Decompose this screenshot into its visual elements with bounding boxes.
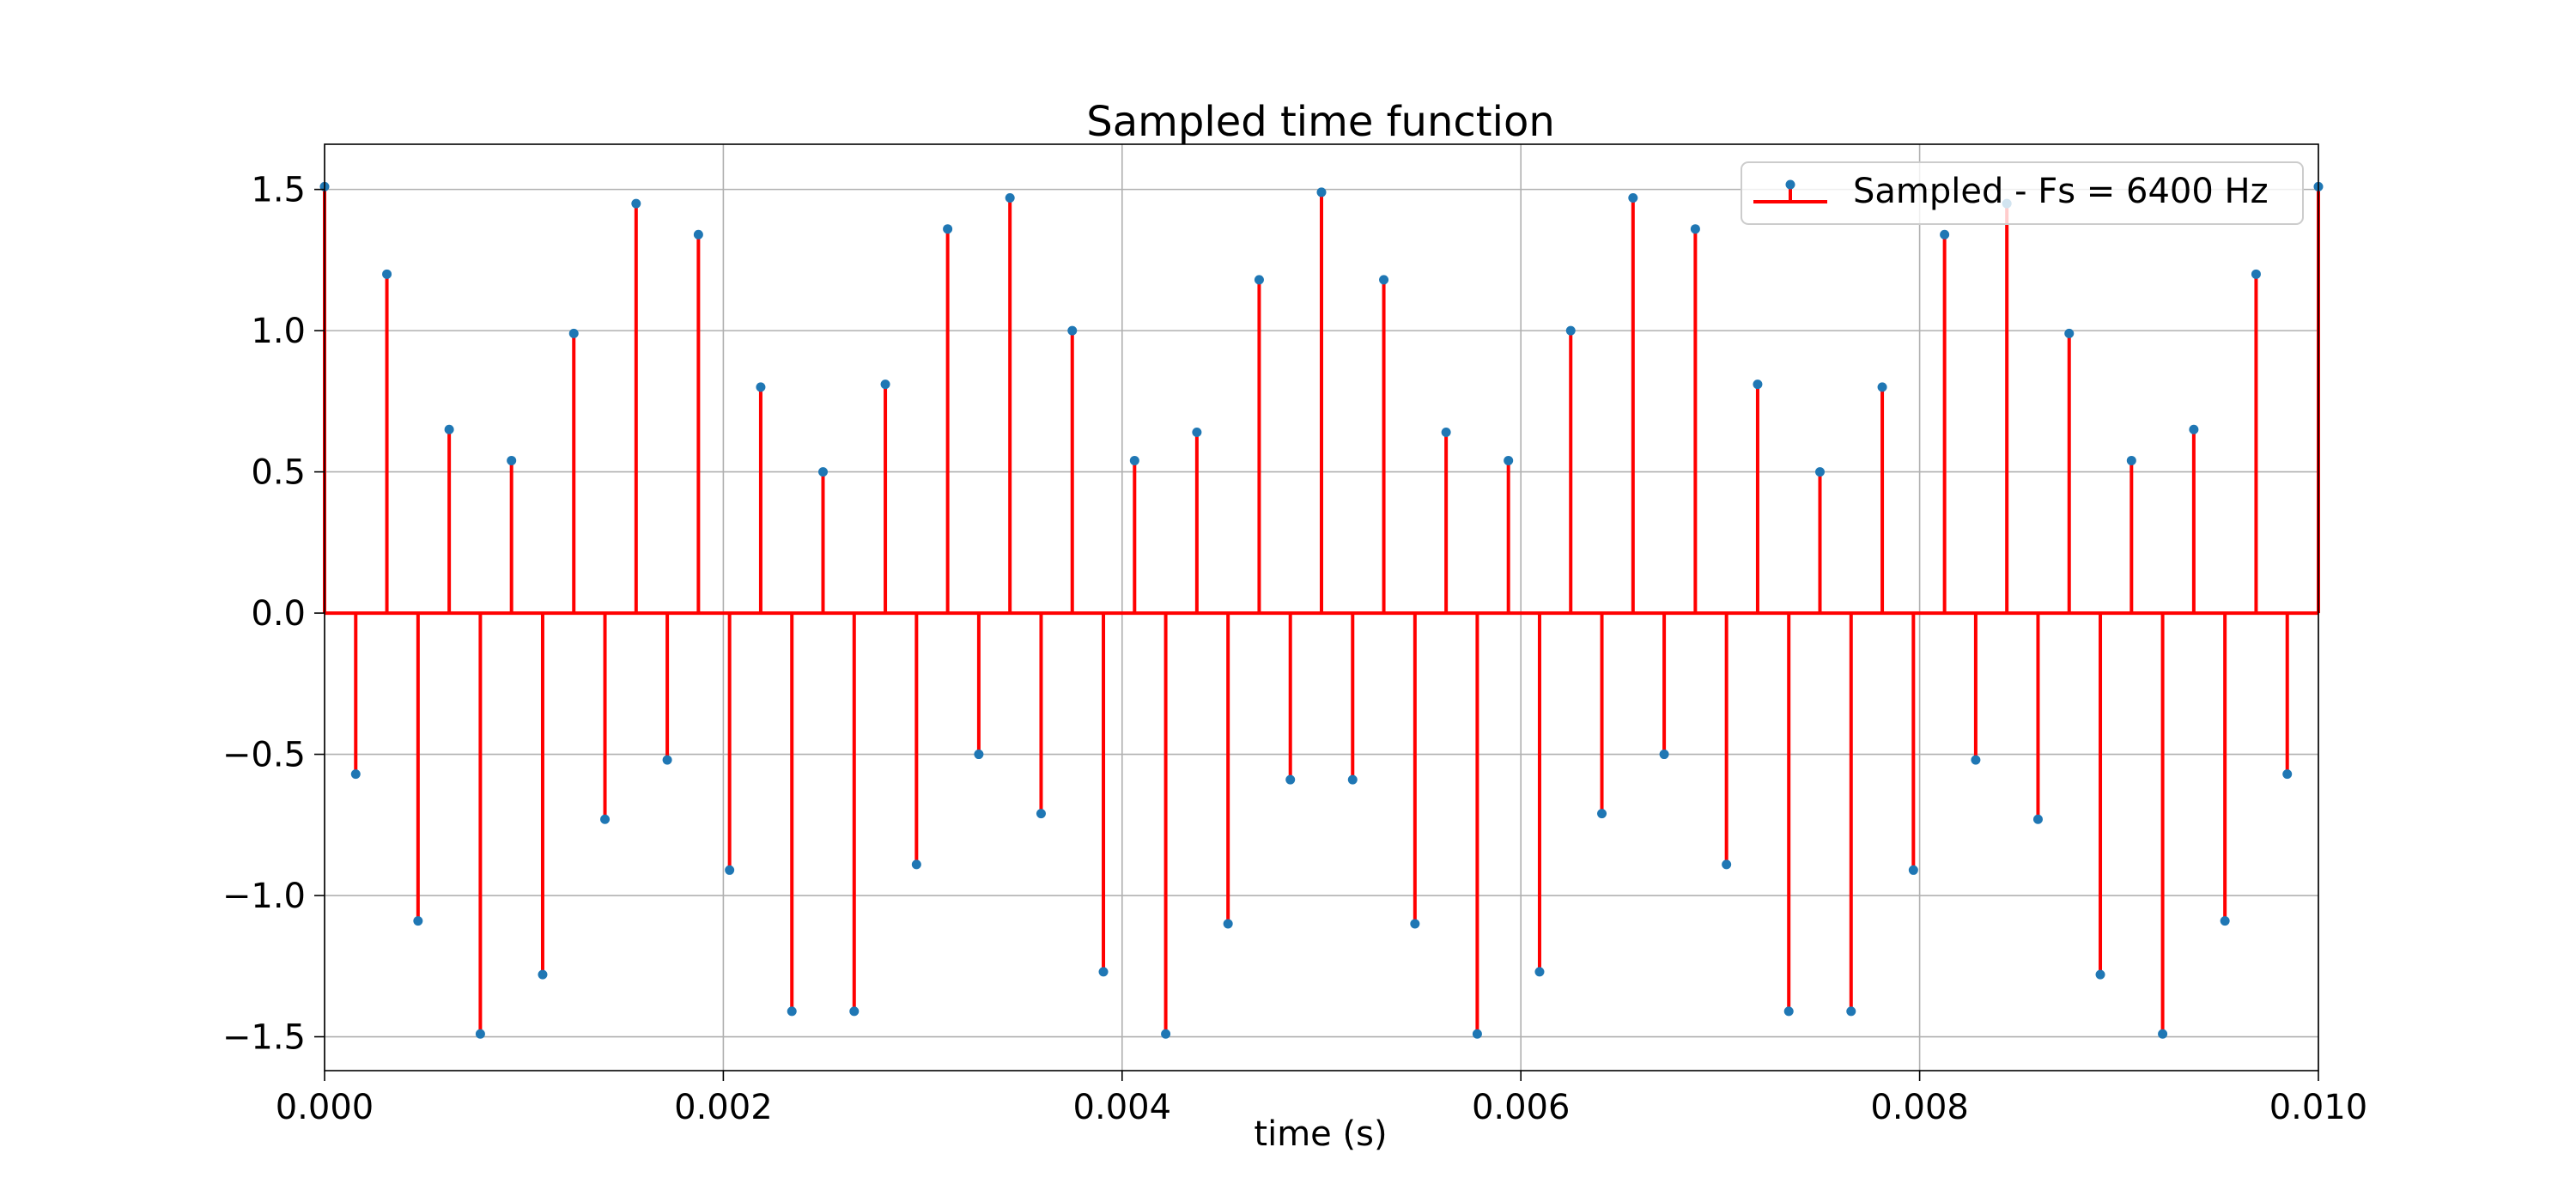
sample-marker bbox=[2032, 814, 2043, 824]
y-tick-label: −1.0 bbox=[222, 877, 306, 916]
sample-marker bbox=[1815, 467, 1825, 477]
sample-marker bbox=[1316, 187, 1327, 197]
legend-marker-icon bbox=[1785, 179, 1795, 190]
y-tick-label: 1.0 bbox=[251, 312, 306, 351]
sample-marker bbox=[974, 750, 984, 760]
sample-marker bbox=[818, 467, 828, 477]
sample-marker bbox=[1441, 428, 1451, 438]
sample-marker bbox=[725, 865, 735, 875]
stem-lines bbox=[323, 186, 2320, 1035]
sample-marker bbox=[2126, 455, 2136, 465]
x-tick-label: 0.006 bbox=[1472, 1088, 1571, 1127]
sample-marker bbox=[1753, 379, 1763, 390]
sample-marker bbox=[1098, 967, 1109, 977]
axes-frame bbox=[324, 143, 2319, 1071]
sample-marker bbox=[1192, 428, 1202, 438]
sample-marker bbox=[1628, 193, 1638, 203]
y-tick-label: 0.0 bbox=[251, 594, 306, 634]
sample-marker bbox=[600, 814, 611, 824]
sample-marker bbox=[1940, 229, 1950, 240]
y-tick-label: 1.5 bbox=[251, 171, 306, 210]
sample-marker bbox=[1347, 774, 1358, 785]
legend-label: Sampled - Fs = 6400 Hz bbox=[1853, 172, 2269, 211]
sample-marker bbox=[1877, 382, 1887, 392]
sample-marker bbox=[1285, 774, 1296, 785]
y-tick-label: 0.5 bbox=[251, 453, 306, 493]
sample-marker bbox=[2220, 916, 2230, 926]
sample-marker bbox=[1504, 455, 1514, 465]
sample-marker bbox=[1379, 275, 1389, 285]
sample-marker bbox=[911, 859, 921, 870]
y-axis-ticks: 1.5 1.0 0.5 0.0 −0.5 −1.0 −1.5 bbox=[222, 171, 325, 1058]
sample-marker bbox=[1161, 1029, 1171, 1039]
sample-markers bbox=[319, 181, 2324, 1039]
sample-marker bbox=[1690, 224, 1700, 234]
sample-marker bbox=[1254, 275, 1264, 285]
sample-marker bbox=[1971, 755, 1981, 765]
sample-marker bbox=[1005, 193, 1015, 203]
sample-marker bbox=[1067, 325, 1078, 336]
sample-marker bbox=[756, 382, 766, 392]
sample-marker bbox=[2095, 969, 2105, 980]
sample-marker bbox=[2251, 269, 2261, 279]
sample-marker bbox=[1223, 919, 1233, 929]
sample-marker bbox=[1410, 919, 1420, 929]
x-tick-label: 0.002 bbox=[674, 1088, 773, 1127]
sample-marker bbox=[444, 424, 454, 434]
sample-marker bbox=[693, 229, 703, 240]
sample-marker bbox=[849, 1006, 860, 1017]
sample-marker bbox=[1129, 455, 1139, 465]
chart-title: Sampled time function bbox=[1086, 98, 1554, 146]
sample-marker bbox=[631, 198, 641, 209]
sample-marker bbox=[1908, 865, 1918, 875]
sample-marker bbox=[662, 755, 672, 765]
sample-marker bbox=[943, 224, 953, 234]
sample-marker bbox=[382, 269, 392, 279]
legend: Sampled - Fs = 6400 Hz bbox=[1741, 161, 2304, 225]
x-tick-label: 0.000 bbox=[276, 1088, 374, 1127]
sample-marker bbox=[568, 328, 579, 338]
y-tick-label: −0.5 bbox=[222, 736, 306, 775]
sample-marker bbox=[880, 379, 890, 390]
x-tick-label: 0.010 bbox=[2269, 1088, 2368, 1127]
sample-marker bbox=[1565, 325, 1576, 336]
x-tick-label: 0.004 bbox=[1073, 1088, 1172, 1127]
sample-marker bbox=[1036, 809, 1046, 819]
legend-box bbox=[1741, 161, 2304, 225]
sample-marker bbox=[507, 455, 517, 465]
sample-marker bbox=[2282, 769, 2293, 780]
sample-marker bbox=[2158, 1029, 2168, 1039]
sample-marker bbox=[1597, 809, 1607, 819]
sample-marker bbox=[1783, 1006, 1794, 1017]
sample-marker bbox=[413, 916, 423, 926]
sample-marker bbox=[1472, 1029, 1482, 1039]
sample-marker bbox=[2189, 424, 2199, 434]
sample-marker bbox=[475, 1029, 485, 1039]
sample-marker bbox=[1846, 1006, 1856, 1017]
x-tick-label: 0.008 bbox=[1870, 1088, 1969, 1127]
sample-marker bbox=[2064, 328, 2075, 338]
sample-marker bbox=[538, 969, 548, 980]
sample-marker bbox=[1659, 750, 1669, 760]
sample-marker bbox=[1722, 859, 1732, 870]
x-axis-title: time (s) bbox=[1254, 1114, 1387, 1154]
sample-marker bbox=[787, 1006, 797, 1017]
sample-marker bbox=[1534, 967, 1545, 977]
x-axis-ticks: 0.000 0.002 0.004 0.006 0.008 0.010 bbox=[276, 1071, 2368, 1127]
y-tick-label: −1.5 bbox=[222, 1018, 306, 1058]
sample-marker bbox=[350, 769, 361, 780]
